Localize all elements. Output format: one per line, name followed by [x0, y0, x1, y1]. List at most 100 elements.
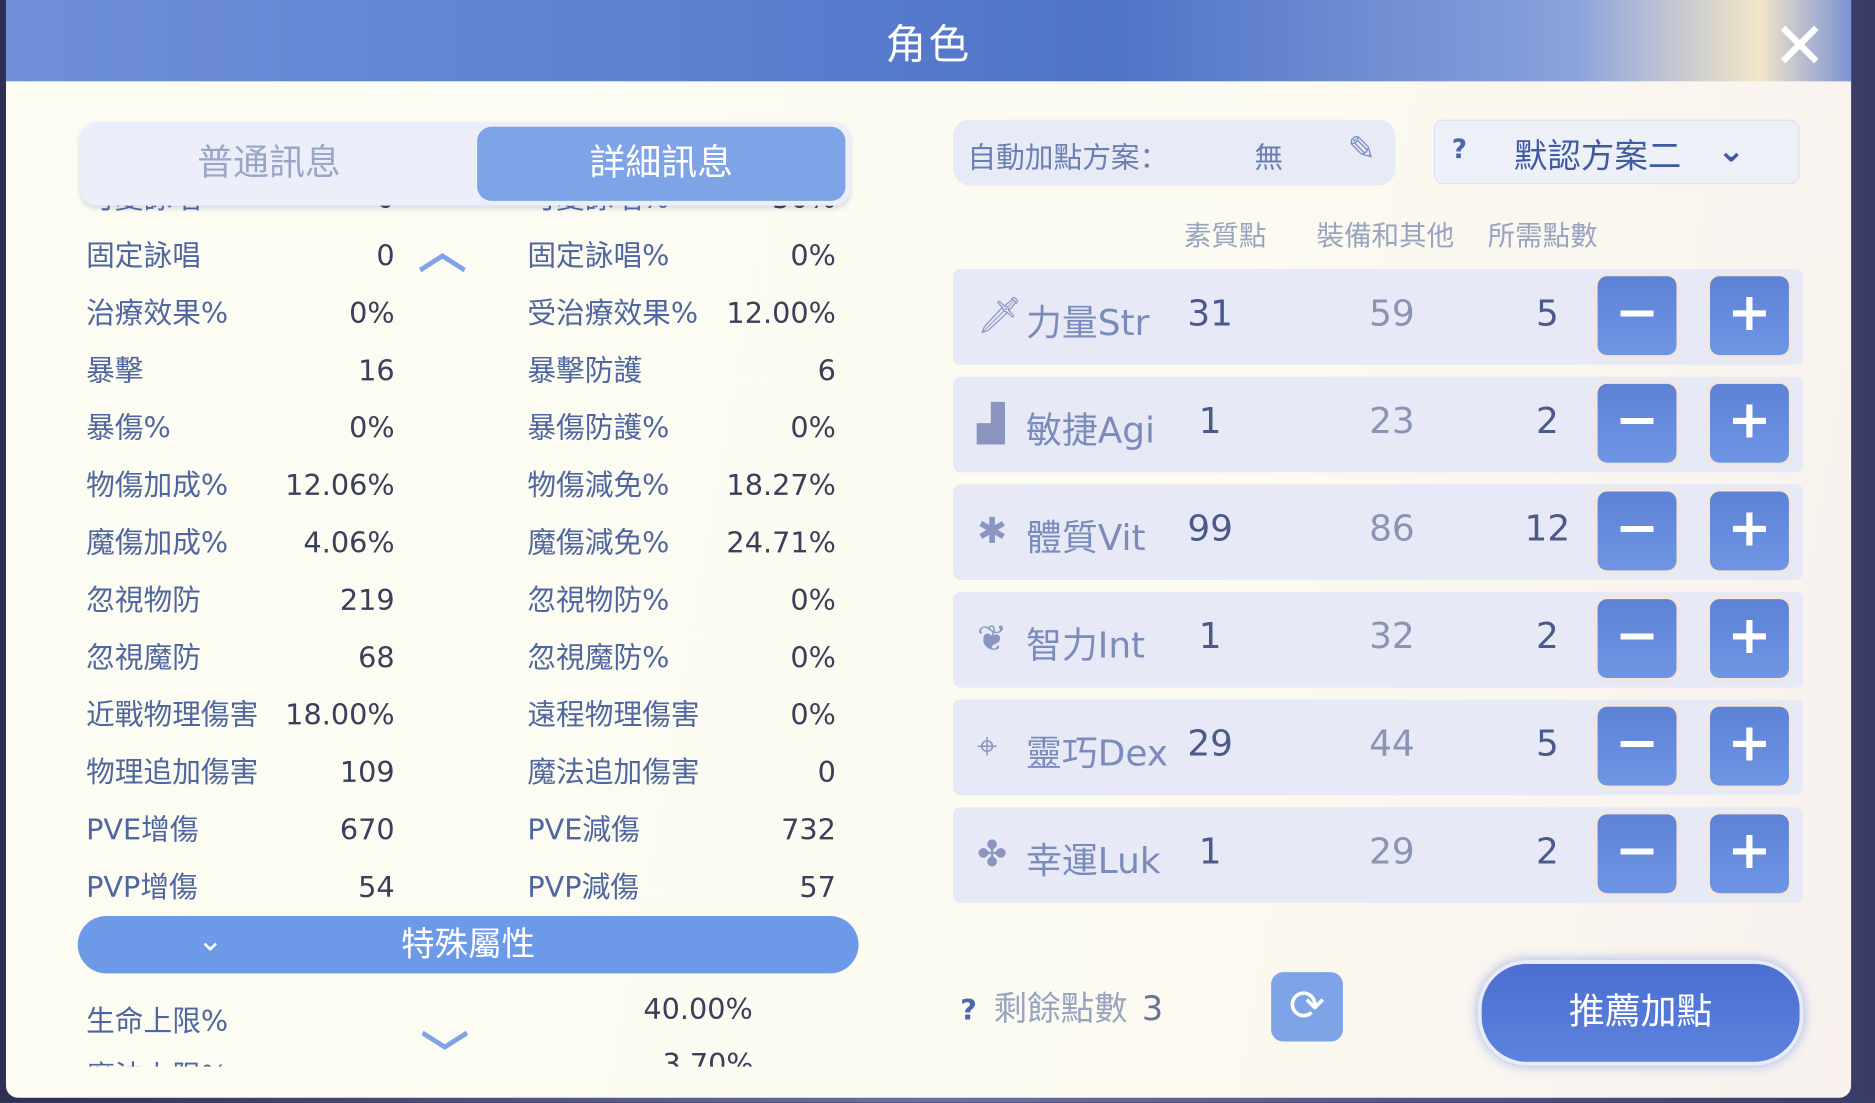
- increase-button[interactable]: +: [1709, 814, 1789, 894]
- stat-value: 0%: [349, 296, 395, 331]
- chevron-down-icon: ⌄: [197, 923, 224, 960]
- attribute-base: 29: [1187, 723, 1233, 766]
- special-list[interactable]: 生命上限% 40.00% 魔法上限% 3.70%: [72, 983, 789, 1067]
- boot-icon: ▟: [976, 402, 1005, 445]
- stat-value: 732: [781, 813, 836, 847]
- attribute-name: 靈巧Dex: [1025, 733, 1169, 775]
- increase-button[interactable]: +: [1709, 491, 1789, 571]
- attribute-need: 2: [1535, 831, 1559, 873]
- auto-plan-value: 無: [1254, 141, 1284, 175]
- attribute-name: 智力Int: [1025, 625, 1146, 668]
- stat-label: 物傷加成%: [86, 468, 229, 503]
- tab-normal-info[interactable]: 普通訊息: [197, 142, 341, 185]
- scroll-down-chevron-icon[interactable]: ﹀: [420, 1028, 469, 1084]
- stat-value: 18.00%: [285, 698, 395, 732]
- stat-label: 近戰物理傷害: [86, 698, 259, 732]
- stat-value: 670: [339, 813, 395, 847]
- stat-value: 12.00%: [726, 296, 836, 331]
- special-value: 3.70%: [662, 1047, 754, 1067]
- stat-row: 治療效果% 0% 受治療效果% 12.00%: [72, 285, 861, 342]
- info-tabs: 普通訊息 詳細訊息: [80, 121, 851, 206]
- scheme-dropdown[interactable]: ? 默認方案二 ⌄: [1433, 119, 1800, 185]
- decrease-button[interactable]: −: [1597, 276, 1677, 356]
- stat-label: 固定詠唱%: [527, 239, 670, 273]
- decrease-button[interactable]: −: [1597, 706, 1677, 786]
- help-icon[interactable]: ?: [960, 993, 977, 1028]
- stat-row: 物理追加傷害 109 魔法追加傷害 0: [72, 744, 861, 801]
- attribute-name: 敏捷Agi: [1025, 410, 1156, 453]
- special-label: 魔法上限%: [86, 1052, 228, 1066]
- stat-value: 54: [358, 870, 395, 905]
- special-attributes-header[interactable]: ⌄ 特殊屬性: [77, 915, 859, 974]
- stat-row: 近戰物理傷害 18.00% 遠程物理傷害 0%: [72, 686, 861, 743]
- stat-label: PVE增傷: [86, 813, 199, 847]
- attribute-base: 1: [1198, 400, 1222, 443]
- title-bar: 角色 ✕: [5, 0, 1852, 84]
- stat-value: 18.27%: [726, 468, 836, 503]
- stat-row: 忽視物防 219 忽視物防% 0%: [72, 572, 861, 629]
- attribute-need: 5: [1535, 292, 1559, 335]
- attribute-equip: 86: [1369, 508, 1415, 551]
- stat-value: 6: [817, 353, 836, 388]
- attribute-name: 體質Vit: [1025, 517, 1146, 560]
- stats-list[interactable]: 可變詠唱 0 可變詠唱% 50% 固定詠唱 0 固定詠唱% 0% 治療效果% 0% 受治療效果% 12…: [72, 206, 861, 912]
- auto-point-plan[interactable]: 自動加點方案： 無 ✎: [953, 119, 1396, 186]
- pencil-icon[interactable]: ✎: [1347, 129, 1376, 169]
- attribute-equip: 32: [1369, 615, 1415, 658]
- reset-button[interactable]: ⟳: [1271, 972, 1343, 1042]
- help-icon[interactable]: ?: [1451, 135, 1467, 166]
- stat-value: 0%: [349, 411, 395, 445]
- stat-label: 忽視物防%: [527, 583, 670, 618]
- stat-value: 50%: [692, 206, 836, 228]
- scroll-up-chevron-icon[interactable]: ︿: [418, 224, 467, 280]
- remaining-value: 3: [1141, 988, 1164, 1029]
- stat-value: 12.06%: [285, 468, 395, 503]
- stat-label: 魔法追加傷害: [527, 755, 700, 790]
- stat-value: 0: [251, 206, 394, 228]
- attribute-need: 5: [1535, 723, 1559, 766]
- stat-label: 受治療效果%: [527, 296, 699, 331]
- stat-label: 魔傷加成%: [86, 526, 229, 560]
- attribute-need: 2: [1535, 400, 1559, 443]
- increase-button[interactable]: +: [1709, 276, 1789, 356]
- remaining-label: 剩餘點數: [993, 988, 1128, 1029]
- stat-label: 暴傷%: [86, 411, 171, 445]
- increase-button[interactable]: +: [1709, 599, 1789, 679]
- stat-label: 物理追加傷害: [86, 755, 259, 790]
- close-icon[interactable]: ✕: [1772, 8, 1827, 84]
- tab-detail-info[interactable]: 詳細訊息: [477, 126, 846, 201]
- increase-button[interactable]: +: [1709, 706, 1789, 786]
- stat-row: 可變詠唱 0 可變詠唱% 50%: [72, 206, 861, 228]
- decrease-button[interactable]: −: [1597, 491, 1677, 571]
- stat-label: 忽視物防: [86, 583, 201, 618]
- decrease-button[interactable]: −: [1597, 814, 1677, 894]
- column-header-base: 素質點: [1183, 221, 1267, 253]
- attribute-row-dex: ⌖ 靈巧Dex 29 44 5 − +: [953, 699, 1804, 796]
- attribute-base: 1: [1198, 615, 1222, 658]
- attribute-equip: 59: [1369, 292, 1415, 335]
- attribute-name: 幸運Luk: [1025, 840, 1161, 883]
- sword-icon: 🗡: [976, 295, 1023, 338]
- increase-button[interactable]: +: [1709, 383, 1789, 463]
- attribute-base: 31: [1187, 292, 1233, 335]
- decrease-button[interactable]: −: [1597, 383, 1677, 463]
- panel-title: 角色: [885, 21, 972, 70]
- recommend-points-button[interactable]: 推薦加點: [1478, 960, 1804, 1066]
- column-header-equip: 裝備和其他: [1316, 221, 1455, 253]
- stat-label: 暴擊: [86, 353, 144, 388]
- stat-value: 57: [799, 870, 836, 905]
- decrease-button[interactable]: −: [1597, 599, 1677, 679]
- body-icon: ✱: [976, 510, 1008, 553]
- stat-value: 0: [376, 239, 395, 273]
- attribute-equip: 23: [1369, 400, 1415, 443]
- stat-value: 0%: [790, 583, 836, 618]
- remaining-points: ? 剩餘點數 3: [960, 983, 1163, 1031]
- special-title: 特殊屬性: [401, 924, 536, 964]
- stat-row: 固定詠唱 0 固定詠唱% 0%: [72, 227, 861, 284]
- stat-value: 16: [358, 353, 395, 388]
- attribute-row-luk: ✤ 幸運Luk 1 29 2 − +: [953, 807, 1804, 903]
- refresh-icon: ⟳: [1288, 981, 1326, 1031]
- stat-row: PVE增傷 670 PVE減傷 732: [72, 801, 861, 858]
- attribute-row-int: ❦ 智力Int 1 32 2 − +: [953, 591, 1804, 688]
- special-label: 生命上限%: [86, 1004, 229, 1038]
